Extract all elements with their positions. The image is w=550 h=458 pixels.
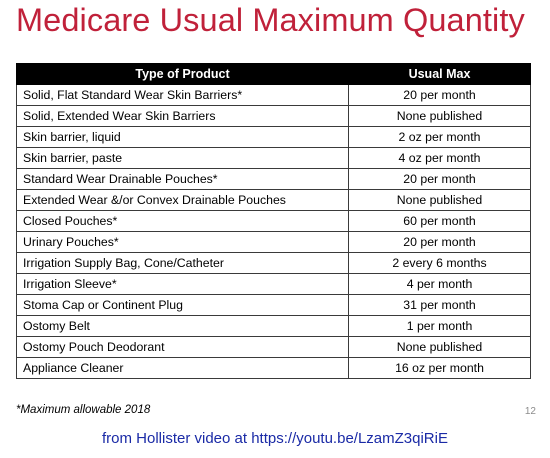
table-row: Skin barrier, paste 4 oz per month bbox=[16, 147, 531, 169]
table-row: Extended Wear &/or Convex Drainable Pouc… bbox=[16, 189, 531, 211]
product-type-cell: Stoma Cap or Continent Plug bbox=[16, 294, 349, 316]
usual-max-cell: 2 every 6 months bbox=[348, 252, 531, 274]
product-type-cell: Skin barrier, paste bbox=[16, 147, 349, 169]
footnote: *Maximum allowable 2018 bbox=[16, 404, 151, 416]
usual-max-cell: 20 per month bbox=[348, 84, 531, 106]
source-citation: from Hollister video at https://youtu.be… bbox=[102, 430, 448, 447]
usual-max-cell: 60 per month bbox=[348, 210, 531, 232]
product-type-cell: Irrigation Supply Bag, Cone/Catheter bbox=[16, 252, 349, 274]
product-type-cell: Irrigation Sleeve* bbox=[16, 273, 349, 295]
usual-max-cell: 31 per month bbox=[348, 294, 531, 316]
product-table: Type of Product Usual Max Solid, Flat St… bbox=[16, 63, 531, 379]
page-number: 12 bbox=[524, 406, 536, 417]
usual-max-cell: 16 oz per month bbox=[348, 357, 531, 379]
usual-max-cell: 20 per month bbox=[348, 231, 531, 253]
table-row: Irrigation Sleeve* 4 per month bbox=[16, 273, 531, 295]
product-type-cell: Ostomy Pouch Deodorant bbox=[16, 336, 349, 358]
table-row: Solid, Extended Wear Skin Barriers None p… bbox=[16, 105, 531, 127]
product-type-cell: Solid, Flat Standard Wear Skin Barriers* bbox=[16, 84, 349, 106]
usual-max-cell: 20 per month bbox=[348, 168, 531, 190]
table-row: Urinary Pouches* 20 per month bbox=[16, 231, 531, 253]
usual-max-cell: None published bbox=[348, 336, 531, 358]
product-type-cell: Closed Pouches* bbox=[16, 210, 349, 232]
product-type-cell: Urinary Pouches* bbox=[16, 231, 349, 253]
usual-max-cell: 2 oz per month bbox=[348, 126, 531, 148]
table-header-row: Type of Product Usual Max bbox=[16, 63, 531, 85]
table-body: Solid, Flat Standard Wear Skin Barriers*… bbox=[16, 84, 531, 379]
product-type-cell: Appliance Cleaner bbox=[16, 357, 349, 379]
header-usual-max: Usual Max bbox=[348, 63, 531, 85]
slide-title: Medicare Usual Maximum Quantity bbox=[16, 2, 525, 38]
table-row: Skin barrier, liquid 2 oz per month bbox=[16, 126, 531, 148]
product-type-cell: Ostomy Belt bbox=[16, 315, 349, 337]
usual-max-cell: 4 oz per month bbox=[348, 147, 531, 169]
table-row: Solid, Flat Standard Wear Skin Barriers*… bbox=[16, 84, 531, 106]
usual-max-cell: None published bbox=[348, 189, 531, 211]
table-row: Ostomy Belt 1 per month bbox=[16, 315, 531, 337]
table-row: Stoma Cap or Continent Plug 31 per month bbox=[16, 294, 531, 316]
table-row: Irrigation Supply Bag, Cone/Catheter 2 ev… bbox=[16, 252, 531, 274]
header-type-of-product: Type of Product bbox=[16, 63, 349, 85]
table-row: Standard Wear Drainable Pouches* 20 per m… bbox=[16, 168, 531, 190]
product-type-cell: Standard Wear Drainable Pouches* bbox=[16, 168, 349, 190]
usual-max-cell: None published bbox=[348, 105, 531, 127]
product-type-cell: Solid, Extended Wear Skin Barriers bbox=[16, 105, 349, 127]
table-row: Ostomy Pouch Deodorant None published bbox=[16, 336, 531, 358]
product-type-cell: Extended Wear &/or Convex Drainable Pouc… bbox=[16, 189, 349, 211]
product-type-cell: Skin barrier, liquid bbox=[16, 126, 349, 148]
usual-max-cell: 4 per month bbox=[348, 273, 531, 295]
table-row: Appliance Cleaner 16 oz per month bbox=[16, 357, 531, 379]
usual-max-cell: 1 per month bbox=[348, 315, 531, 337]
table-row: Closed Pouches* 60 per month bbox=[16, 210, 531, 232]
